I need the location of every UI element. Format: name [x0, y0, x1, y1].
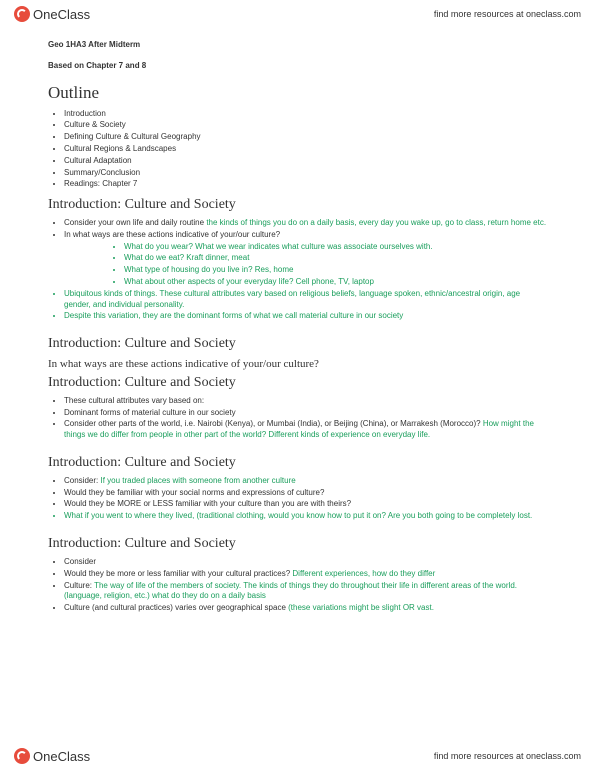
- section-list: Consider: If you traded places with some…: [48, 476, 547, 510]
- list-item: What if you went to where they lived, (t…: [64, 511, 547, 522]
- section-list: These cultural attributes vary based on:…: [48, 396, 547, 441]
- list-item: Consider: If you traded places with some…: [64, 476, 547, 487]
- text: What type of housing do you live in?: [124, 265, 255, 274]
- highlight-text: (these variations might be slight OR vas…: [288, 603, 434, 612]
- list-item: Would they be MORE or LESS familiar with…: [64, 499, 547, 510]
- text: Consider your own life and daily routine: [64, 218, 206, 227]
- footer-tagline[interactable]: find more resources at oneclass.com: [434, 751, 581, 761]
- list-item: What about other aspects of your everyda…: [124, 277, 547, 288]
- section-heading: Introduction: Culture and Society: [48, 374, 547, 393]
- highlight-text: The way of life of the members of societ…: [64, 581, 517, 601]
- section-list: Consider your own life and daily routine…: [48, 218, 547, 322]
- list-item: Summary/Conclusion: [64, 168, 547, 179]
- list-item: Culture & Society: [64, 120, 547, 131]
- highlight-text: Different experiences, how do they diffe…: [292, 569, 435, 578]
- list-item: These cultural attributes vary based on:: [64, 396, 547, 407]
- list-item: Cultural Regions & Landscapes: [64, 144, 547, 155]
- list-item: In what ways are these actions indicativ…: [64, 230, 547, 241]
- list-item: Consider other parts of the world, i.e. …: [64, 419, 547, 441]
- list-item: Despite this variation, they are the dom…: [64, 311, 547, 322]
- sub-list: What do you wear? What we wear indicates…: [64, 242, 547, 288]
- list-item: Ubiquitous kinds of things. These cultur…: [64, 289, 547, 311]
- highlight-text: Cell phone, TV, laptop: [296, 277, 374, 286]
- list-item: Introduction: [64, 109, 547, 120]
- header-bar: OneClass find more resources at oneclass…: [0, 0, 595, 28]
- text: Culture (and cultural practices) varies …: [64, 603, 288, 612]
- text: Consider:: [64, 476, 100, 485]
- list-item: Readings: Chapter 7: [64, 179, 547, 190]
- header-tagline[interactable]: find more resources at oneclass.com: [434, 9, 581, 19]
- list-item: Would they be familiar with your social …: [64, 488, 547, 499]
- section-list: Consider Would they be more or less fami…: [48, 557, 547, 614]
- highlight-text: Res, home: [255, 265, 294, 274]
- highlight-text: What we wear indicates what culture was …: [195, 242, 432, 251]
- text: Consider other parts of the world, i.e. …: [64, 419, 483, 428]
- list-item: Dominant forms of material culture in ou…: [64, 408, 547, 419]
- section-heading: Introduction: Culture and Society: [48, 535, 547, 554]
- text: What do you wear?: [124, 242, 195, 251]
- list-item: Cultural Adaptation: [64, 156, 547, 167]
- section-list: What if you went to where they lived, (t…: [48, 511, 547, 522]
- list-item: Defining Culture & Cultural Geography: [64, 132, 547, 143]
- section-heading: Introduction: Culture and Society: [48, 196, 547, 215]
- list-item: What do you wear? What we wear indicates…: [124, 242, 547, 253]
- outline-heading: Outline: [48, 82, 547, 105]
- basis-line: Based on Chapter 7 and 8: [48, 61, 547, 72]
- highlight-text: the kinds of things you do on a daily ba…: [206, 218, 546, 227]
- section-heading: Introduction: Culture and Society: [48, 335, 547, 354]
- list-item: Culture (and cultural practices) varies …: [64, 603, 547, 614]
- text: What do we eat?: [124, 253, 186, 262]
- brand-name: OneClass: [33, 7, 90, 22]
- list-item: Consider: [64, 557, 547, 568]
- list-item: What do we eat? Kraft dinner, meat: [124, 253, 547, 264]
- brand-name: OneClass: [33, 749, 90, 764]
- footer-bar: OneClass find more resources at oneclass…: [0, 742, 595, 770]
- text: Culture:: [64, 581, 94, 590]
- list-item: Would they be more or less familiar with…: [64, 569, 547, 580]
- outline-list: Introduction Culture & Society Defining …: [48, 109, 547, 191]
- document-content: Geo 1HA3 After Midterm Based on Chapter …: [0, 28, 595, 645]
- logo[interactable]: OneClass: [14, 748, 90, 764]
- text: Would they be more or less familiar with…: [64, 569, 292, 578]
- list-item: Consider your own life and daily routine…: [64, 218, 547, 229]
- logo-icon: [14, 748, 30, 764]
- logo-icon: [14, 6, 30, 22]
- list-item: What type of housing do you live in? Res…: [124, 265, 547, 276]
- sub-question: In what ways are these actions indicativ…: [48, 357, 547, 372]
- section-heading: Introduction: Culture and Society: [48, 454, 547, 473]
- course-title: Geo 1HA3 After Midterm: [48, 40, 547, 51]
- text: What about other aspects of your everyda…: [124, 277, 296, 286]
- logo[interactable]: OneClass: [14, 6, 90, 22]
- highlight-text: Kraft dinner, meat: [186, 253, 249, 262]
- list-item: Culture: The way of life of the members …: [64, 581, 547, 603]
- highlight-text: If you traded places with someone from a…: [100, 476, 295, 485]
